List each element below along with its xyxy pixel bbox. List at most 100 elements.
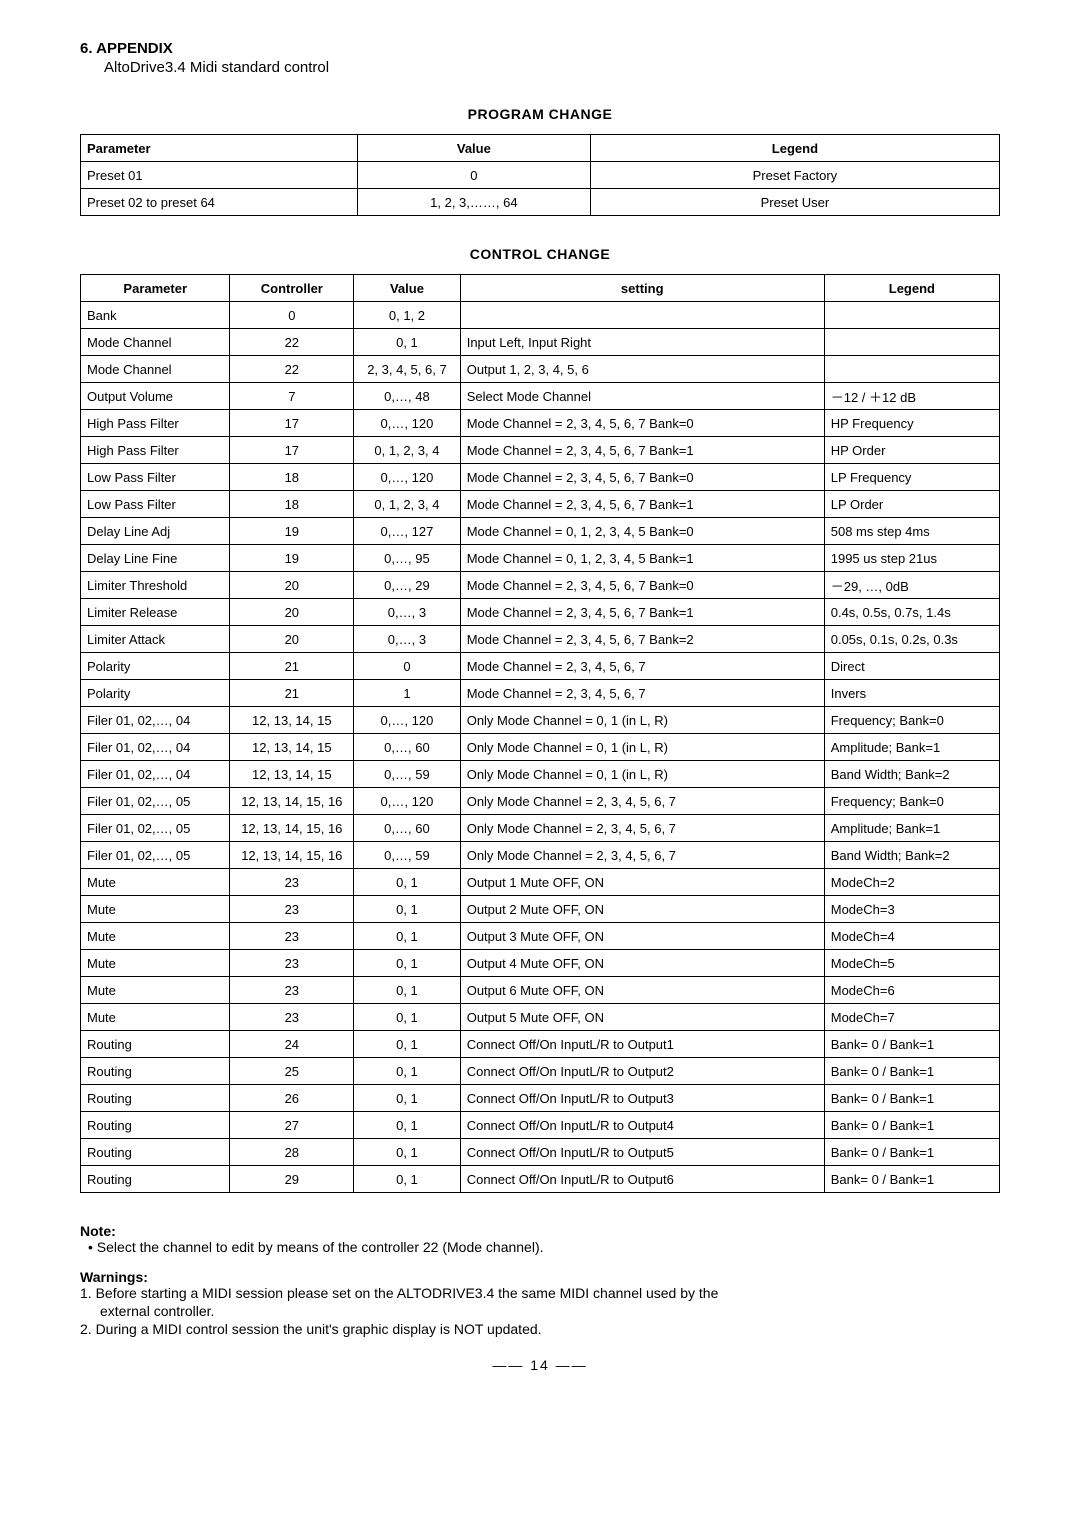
- table-cell: Mode Channel = 2, 3, 4, 5, 6, 7 Bank=1: [460, 437, 824, 464]
- table-cell: Routing: [81, 1058, 230, 1085]
- table-row: Routing280, 1Connect Off/On InputL/R to …: [81, 1139, 1000, 1166]
- control-change-table: Parameter Controller Value setting Legen…: [80, 274, 1000, 1193]
- table1-title: PROGRAM CHANGE: [80, 106, 1000, 122]
- table-cell: 28: [230, 1139, 354, 1166]
- table-cell: 0,…, 120: [354, 707, 461, 734]
- table-cell: Limiter Release: [81, 599, 230, 626]
- table-row: High Pass Filter170, 1, 2, 3, 4Mode Chan…: [81, 437, 1000, 464]
- table-cell: 1: [354, 680, 461, 707]
- table-cell: Polarity: [81, 680, 230, 707]
- table-cell: 0: [354, 653, 461, 680]
- table-cell: 0, 1: [354, 1166, 461, 1193]
- table-row: Limiter Attack200,…, 3Mode Channel = 2, …: [81, 626, 1000, 653]
- table-cell: Bank= 0 / Bank=1: [824, 1166, 999, 1193]
- table-row: Mute230, 1Output 2 Mute OFF, ONModeCh=3: [81, 896, 1000, 923]
- table-cell: Output Volume: [81, 383, 230, 410]
- table-row: Limiter Release200,…, 3Mode Channel = 2,…: [81, 599, 1000, 626]
- warning-2: 2. During a MIDI control session the uni…: [80, 1321, 1000, 1337]
- table-row: Bank00, 1, 2: [81, 302, 1000, 329]
- table-cell: Routing: [81, 1031, 230, 1058]
- table-cell: Bank= 0 / Bank=1: [824, 1139, 999, 1166]
- table-cell: Filer 01, 02,…, 05: [81, 788, 230, 815]
- table-cell: 0,…, 59: [354, 842, 461, 869]
- table-cell: High Pass Filter: [81, 410, 230, 437]
- table-cell: Mode Channel = 2, 3, 4, 5, 6, 7 Bank=1: [460, 599, 824, 626]
- t1-h0: Parameter: [81, 135, 358, 162]
- table-row: Low Pass Filter180, 1, 2, 3, 4Mode Chann…: [81, 491, 1000, 518]
- table-cell: 1, 2, 3,……, 64: [357, 189, 590, 216]
- table-cell: Preset User: [590, 189, 999, 216]
- table-cell: [824, 302, 999, 329]
- warnings-title: Warnings:: [80, 1269, 1000, 1285]
- table-cell: 0, 1: [354, 923, 461, 950]
- table-cell: Amplitude; Bank=1: [824, 734, 999, 761]
- table-row: Mute230, 1Output 5 Mute OFF, ONModeCh=7: [81, 1004, 1000, 1031]
- table-cell: Filer 01, 02,…, 05: [81, 815, 230, 842]
- table-cell: ModeCh=6: [824, 977, 999, 1004]
- table-cell: Output 1, 2, 3, 4, 5, 6: [460, 356, 824, 383]
- table-cell: Mute: [81, 950, 230, 977]
- table-cell: Only Mode Channel = 2, 3, 4, 5, 6, 7: [460, 842, 824, 869]
- table-row: Mute230, 1Output 4 Mute OFF, ONModeCh=5: [81, 950, 1000, 977]
- table-row: Routing240, 1Connect Off/On InputL/R to …: [81, 1031, 1000, 1058]
- table-cell: Low Pass Filter: [81, 464, 230, 491]
- notes-section: Note: • Select the channel to edit by me…: [80, 1223, 1000, 1337]
- table-cell: 23: [230, 977, 354, 1004]
- table-cell: 20: [230, 599, 354, 626]
- table-cell: Bank: [81, 302, 230, 329]
- table-row: Delay Line Adj190,…, 127Mode Channel = 0…: [81, 518, 1000, 545]
- table-cell: [460, 302, 824, 329]
- table-cell: Routing: [81, 1139, 230, 1166]
- warning-1a: 1. Before starting a MIDI session please…: [80, 1285, 1000, 1301]
- table-cell: 21: [230, 653, 354, 680]
- table-cell: Filer 01, 02,…, 04: [81, 734, 230, 761]
- table-cell: 0, 1: [354, 1004, 461, 1031]
- table-cell: Invers: [824, 680, 999, 707]
- t2-h3: setting: [460, 275, 824, 302]
- table-row: Mute230, 1Output 6 Mute OFF, ONModeCh=6: [81, 977, 1000, 1004]
- program-change-table: Parameter Value Legend Preset 010Preset …: [80, 134, 1000, 216]
- table-cell: Mode Channel = 2, 3, 4, 5, 6, 7 Bank=2: [460, 626, 824, 653]
- t2-h4: Legend: [824, 275, 999, 302]
- table-cell: Mode Channel = 2, 3, 4, 5, 6, 7: [460, 653, 824, 680]
- table-cell: Bank= 0 / Bank=1: [824, 1058, 999, 1085]
- table-cell: Only Mode Channel = 2, 3, 4, 5, 6, 7: [460, 788, 824, 815]
- table-cell: Preset 02 to preset 64: [81, 189, 358, 216]
- table-cell: 0,…, 48: [354, 383, 461, 410]
- table-row: Preset 02 to preset 641, 2, 3,……, 64Pres…: [81, 189, 1000, 216]
- table-cell: Input Left, Input Right: [460, 329, 824, 356]
- table-cell: HP Frequency: [824, 410, 999, 437]
- table-cell: 20: [230, 626, 354, 653]
- t2-h1: Controller: [230, 275, 354, 302]
- table-cell: Mode Channel = 2, 3, 4, 5, 6, 7 Bank=0: [460, 572, 824, 599]
- table-cell: 12, 13, 14, 15: [230, 734, 354, 761]
- note-text: Select the channel to edit by means of t…: [97, 1239, 544, 1255]
- table-cell: 0, 1, 2, 3, 4: [354, 437, 461, 464]
- bullet: •: [88, 1239, 97, 1255]
- table-cell: Bank= 0 / Bank=1: [824, 1031, 999, 1058]
- table-cell: 23: [230, 869, 354, 896]
- table-cell: 2, 3, 4, 5, 6, 7: [354, 356, 461, 383]
- table-cell: Output 5 Mute OFF, ON: [460, 1004, 824, 1031]
- table-cell: Mode Channel = 0, 1, 2, 3, 4, 5 Bank=1: [460, 545, 824, 572]
- table-cell: 0, 1: [354, 1058, 461, 1085]
- table-cell: 0: [357, 162, 590, 189]
- table-cell: Mode Channel = 2, 3, 4, 5, 6, 7: [460, 680, 824, 707]
- table-cell: Mode Channel = 0, 1, 2, 3, 4, 5 Bank=0: [460, 518, 824, 545]
- table-cell: 27: [230, 1112, 354, 1139]
- table-cell: 0, 1: [354, 1139, 461, 1166]
- table-cell: Only Mode Channel = 0, 1 (in L, R): [460, 707, 824, 734]
- table-cell: Amplitude; Bank=1: [824, 815, 999, 842]
- table2-title: CONTROL CHANGE: [80, 246, 1000, 262]
- table-row: Filer 01, 02,…, 0412, 13, 14, 150,…, 120…: [81, 707, 1000, 734]
- table-cell: Output 2 Mute OFF, ON: [460, 896, 824, 923]
- table-row: Preset 010Preset Factory: [81, 162, 1000, 189]
- table-cell: 0,…, 3: [354, 599, 461, 626]
- table-cell: Only Mode Channel = 0, 1 (in L, R): [460, 734, 824, 761]
- table-cell: 1995 us step 21us: [824, 545, 999, 572]
- table-cell: Routing: [81, 1166, 230, 1193]
- table-cell: Only Mode Channel = 0, 1 (in L, R): [460, 761, 824, 788]
- table-cell: 0.05s, 0.1s, 0.2s, 0.3s: [824, 626, 999, 653]
- table-cell: 20: [230, 572, 354, 599]
- table-row: High Pass Filter170,…, 120Mode Channel =…: [81, 410, 1000, 437]
